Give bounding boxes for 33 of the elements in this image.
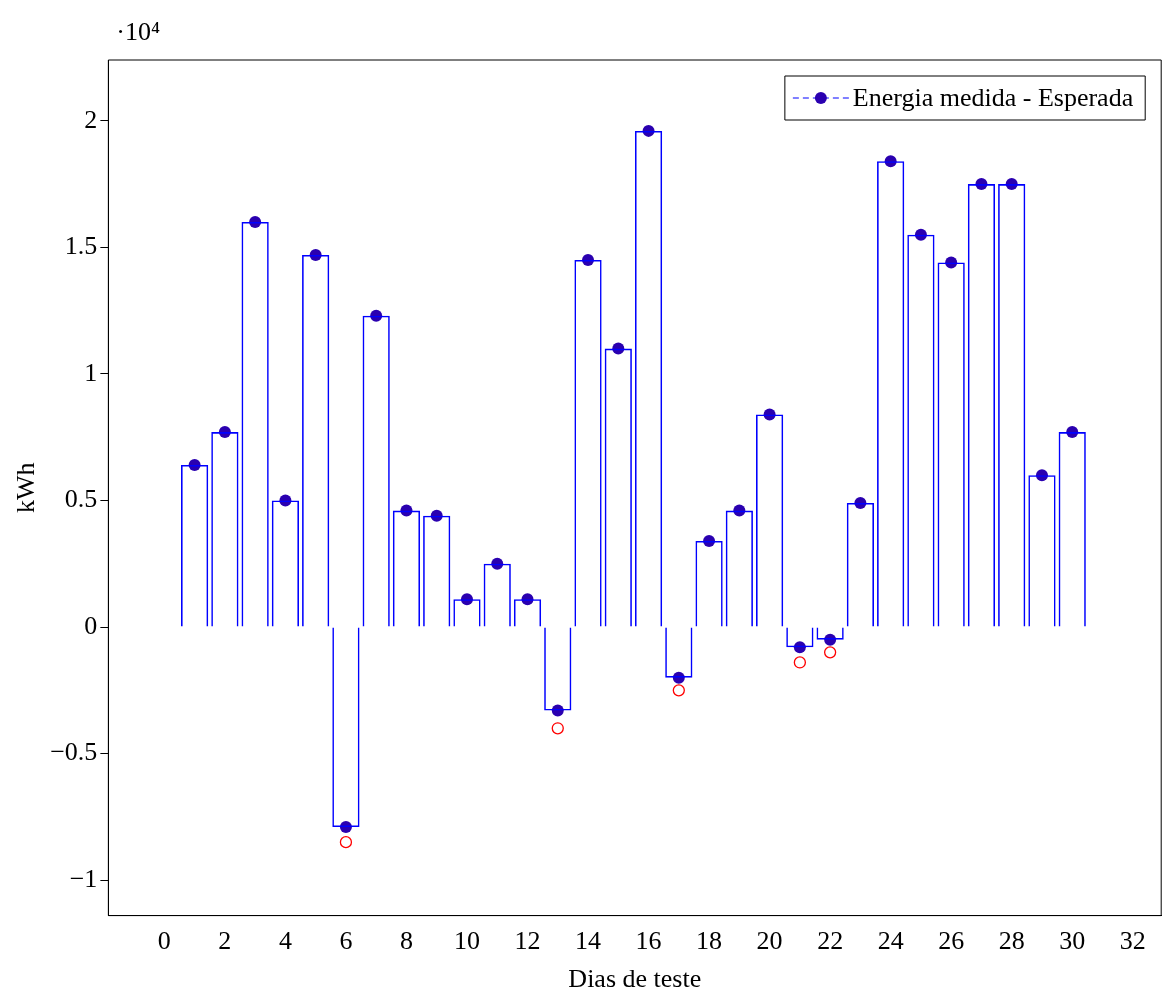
x-tick-label: 26 — [938, 926, 965, 956]
x-tick-label: 16 — [635, 926, 662, 956]
x-tick-label: 32 — [1119, 926, 1146, 956]
y-tick-label: 0.5 — [64, 484, 98, 514]
x-tick-label: 18 — [696, 926, 723, 956]
x-tick-label: 12 — [514, 926, 541, 956]
x-tick-label: 10 — [453, 926, 480, 956]
y-tick-label: −1 — [69, 863, 98, 893]
x-tick-label: 2 — [218, 926, 232, 956]
y-axis-title: kWh — [11, 462, 41, 514]
x-tick-label: 4 — [278, 926, 292, 956]
x-tick-label: 24 — [877, 926, 904, 956]
x-tick-label: 6 — [339, 926, 353, 956]
point — [339, 836, 353, 849]
x-tick-label: 28 — [998, 926, 1025, 956]
y-tick-label: 0 — [84, 610, 98, 640]
x-tick-label: 14 — [575, 926, 602, 956]
point — [793, 656, 807, 669]
y-tick-label: 2 — [84, 104, 98, 134]
x-tick-label: 22 — [817, 926, 844, 956]
point — [672, 684, 685, 697]
legend-label: Energia medida - Esperada — [852, 82, 1134, 112]
y-tick-label: 1 — [84, 357, 98, 387]
x-axis-title: Dias de teste — [568, 964, 702, 994]
point — [551, 722, 564, 735]
text: ·10⁴ — [116, 16, 161, 46]
y-tick-label: 1.5 — [64, 231, 98, 261]
y-tick-label: −0.5 — [50, 737, 98, 767]
x-tick-label: 30 — [1059, 926, 1086, 956]
x-tick-label: 8 — [399, 926, 413, 956]
x-tick-label: 20 — [756, 926, 783, 956]
point — [823, 646, 837, 659]
x-tick-label: 0 — [157, 926, 171, 956]
